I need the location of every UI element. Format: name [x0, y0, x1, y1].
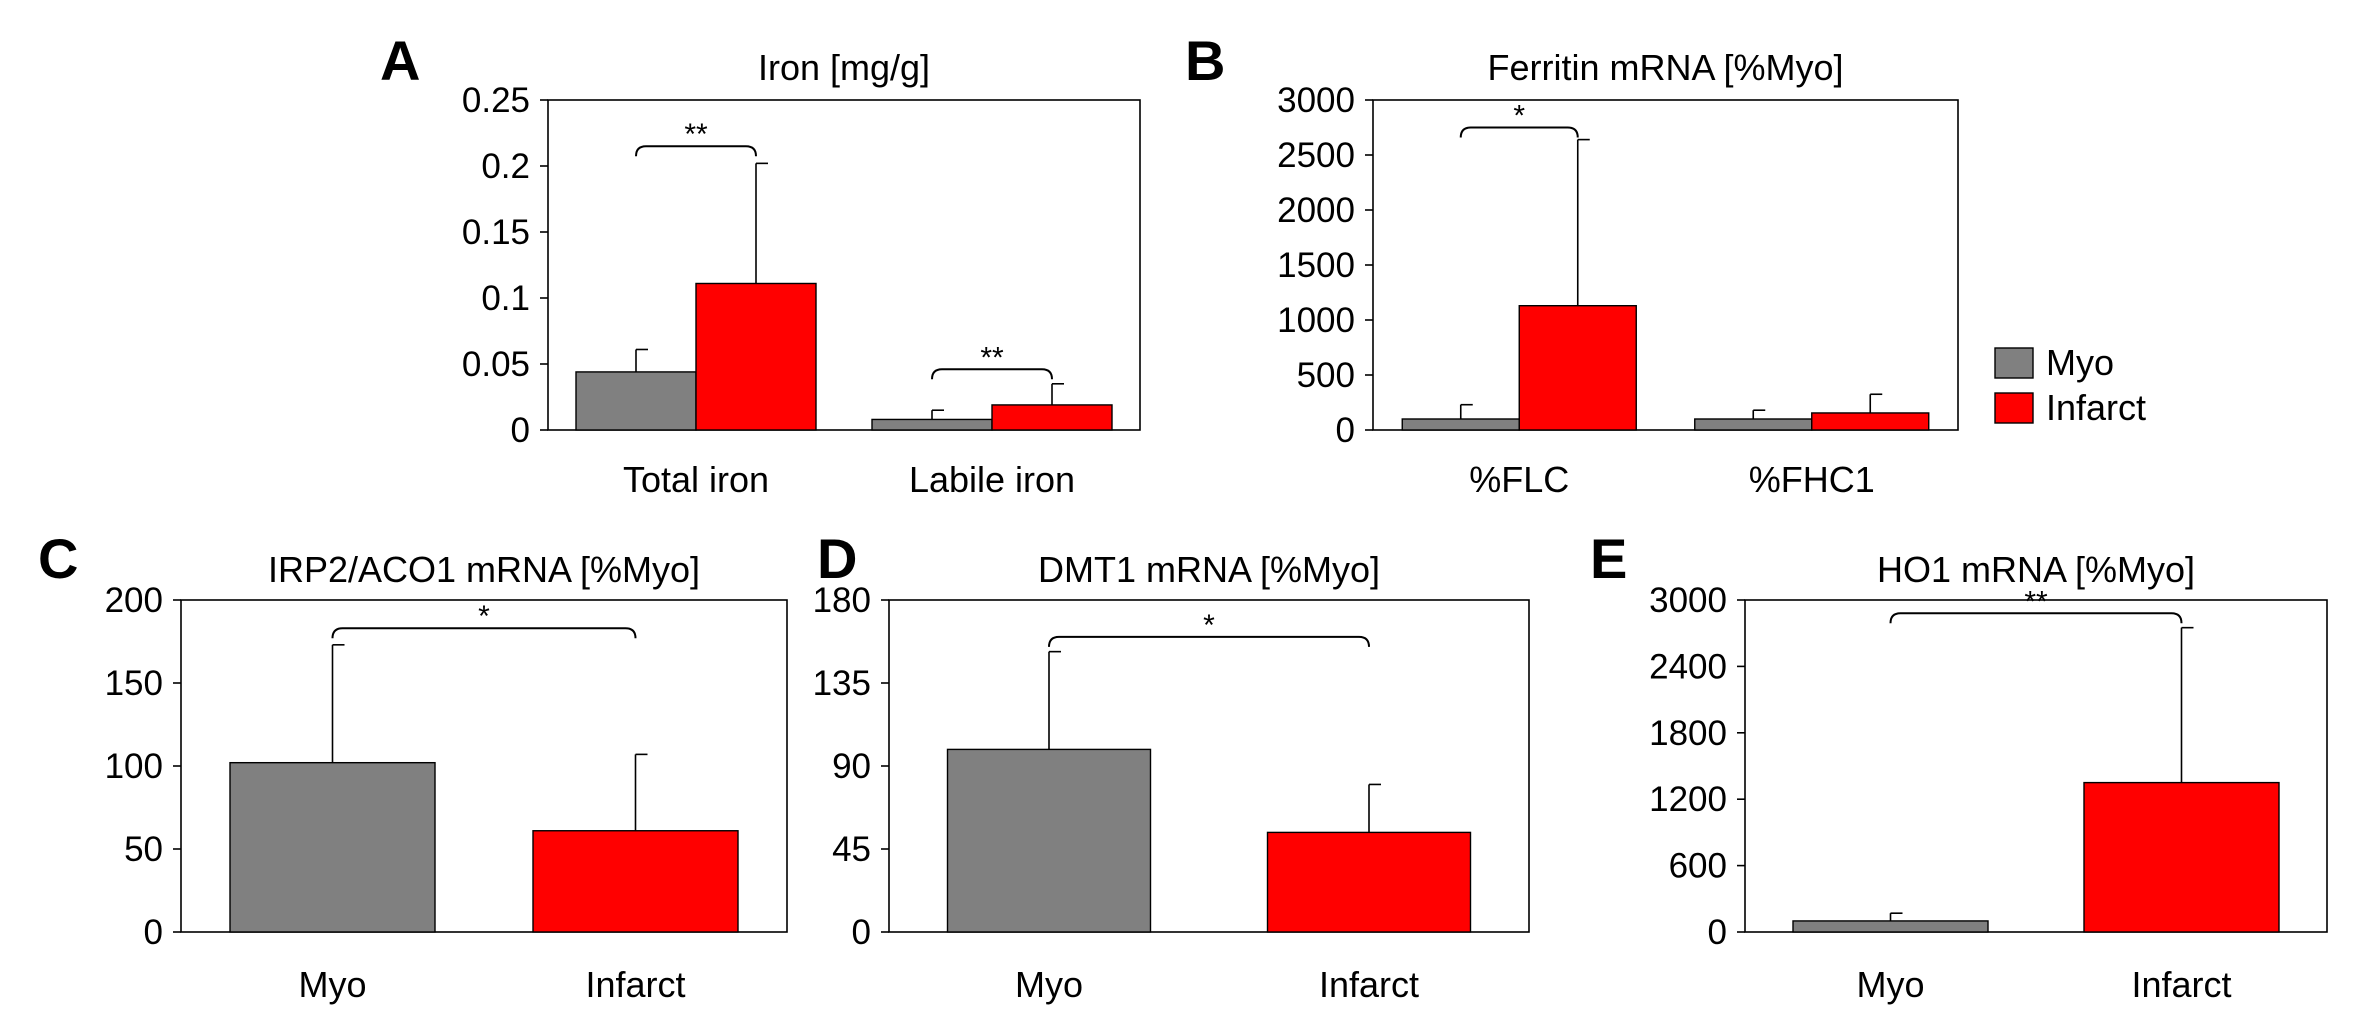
x-tick-label: %FHC1 [1749, 459, 1875, 500]
x-tick-label: Myo [298, 964, 366, 1005]
x-tick-label: Total iron [623, 459, 769, 500]
y-tick-label: 0.1 [481, 279, 530, 318]
chart-a: A Iron [mg/g] 0 0.05 0.1 0.15 0.2 0.25 Total iro… [380, 29, 1141, 500]
significance-label: * [1203, 609, 1215, 642]
y-tick-label: 200 [105, 581, 163, 620]
y-tick-label: 0 [1708, 913, 1727, 952]
x-tick-label: Labile iron [909, 459, 1075, 500]
x-tick-label: Infarct [2131, 964, 2231, 1005]
bar-myo [229, 761, 436, 933]
y-tick-label: 500 [1297, 356, 1355, 395]
x-tick-label: Infarct [1319, 964, 1419, 1005]
bar-myo [1694, 418, 1813, 431]
bar-myo [575, 371, 697, 431]
legend-swatch-myo [1994, 347, 2034, 379]
y-tick-label: 0.15 [462, 213, 530, 252]
x-tick-label: Infarct [585, 964, 685, 1005]
legend-swatch-infarct [1994, 392, 2034, 424]
chart-e: E HO1 mRNA [%Myo] 0 600 1200 1800 2400 3000 Myo I… [1590, 527, 2328, 1005]
y-tick-label: 1000 [1277, 301, 1355, 340]
y-tick-label: 1200 [1649, 780, 1727, 819]
panel-letter: C [38, 527, 78, 590]
x-tick-label: %FLC [1469, 459, 1569, 500]
chart-c: C IRP2/ACO1 mRNA [%Myo] 0 50 100 150 200 Myo Inf… [38, 527, 788, 1005]
y-tick-label: 150 [105, 664, 163, 703]
chart-title: IRP2/ACO1 mRNA [%Myo] [268, 549, 700, 590]
y-tick-label: 0 [1336, 411, 1355, 450]
y-tick-label: 2000 [1277, 191, 1355, 230]
chart-title: Iron [mg/g] [758, 47, 930, 88]
y-tick-label: 0 [511, 411, 530, 450]
plot-frame [547, 99, 1141, 431]
bar-infarct [532, 830, 739, 933]
y-tick-label: 3000 [1277, 81, 1355, 120]
panel-letter: E [1590, 527, 1627, 590]
bar-infarct [1518, 305, 1637, 431]
bar-myo [946, 748, 1152, 933]
chart-title: HO1 mRNA [%Myo] [1877, 549, 2195, 590]
y-tick-label: 0.2 [481, 147, 530, 186]
chart-d: D DMT1 mRNA [%Myo] 0 45 90 135 180 Myo Infarct * [813, 527, 1530, 1005]
y-tick-label: 2500 [1277, 136, 1355, 175]
significance-label: ** [980, 341, 1004, 374]
y-tick-label: 100 [105, 747, 163, 786]
legend-label: Infarct [2046, 387, 2146, 428]
y-tick-label: 1800 [1649, 714, 1727, 753]
y-tick-label: 600 [1669, 847, 1727, 886]
chart-b: B Ferritin mRNA [%Myo] 0 500 1000 1500 2000 250… [1185, 29, 1959, 500]
significance-label: ** [684, 118, 708, 151]
significance-label: * [478, 600, 490, 633]
bar-infarct [2083, 781, 2280, 933]
y-tick-label: 0 [852, 913, 871, 952]
significance-label: * [1513, 100, 1525, 133]
y-tick-label: 1500 [1277, 246, 1355, 285]
plot-frame [1744, 599, 2328, 933]
bar-infarct [1811, 412, 1930, 431]
panel-letter: B [1185, 29, 1225, 92]
panel-letter: D [817, 527, 857, 590]
x-tick-label: Myo [1015, 964, 1083, 1005]
bar-infarct [1266, 831, 1472, 933]
y-tick-label: 180 [813, 581, 871, 620]
significance-bracket [1459, 126, 1579, 138]
y-tick-label: 0.25 [462, 81, 530, 120]
chart-title: DMT1 mRNA [%Myo] [1038, 549, 1380, 590]
y-tick-label: 3000 [1649, 581, 1727, 620]
significance-label: ** [2024, 585, 2048, 618]
legend-label: Myo [2046, 342, 2114, 383]
bar-infarct [695, 282, 817, 431]
plot-frame [1372, 99, 1959, 431]
bar-myo [1792, 920, 1989, 933]
y-tick-label: 0.05 [462, 345, 530, 384]
bar-myo [1401, 418, 1520, 431]
bar-infarct [991, 404, 1113, 431]
y-tick-label: 2400 [1649, 647, 1727, 686]
chart-title: Ferritin mRNA [%Myo] [1487, 47, 1843, 88]
significance-bracket [331, 627, 637, 639]
significance-bracket [635, 145, 757, 157]
significance-bracket [1889, 612, 2183, 624]
y-tick-label: 45 [832, 830, 871, 869]
y-tick-label: 50 [124, 830, 163, 869]
significance-bracket [931, 368, 1053, 380]
y-tick-label: 135 [813, 664, 871, 703]
y-tick-label: 90 [832, 747, 871, 786]
x-tick-label: Myo [1856, 964, 1924, 1005]
y-tick-label: 0 [144, 913, 163, 952]
panel-letter: A [380, 29, 420, 92]
bar-myo [871, 418, 993, 431]
significance-bracket [1048, 635, 1370, 647]
